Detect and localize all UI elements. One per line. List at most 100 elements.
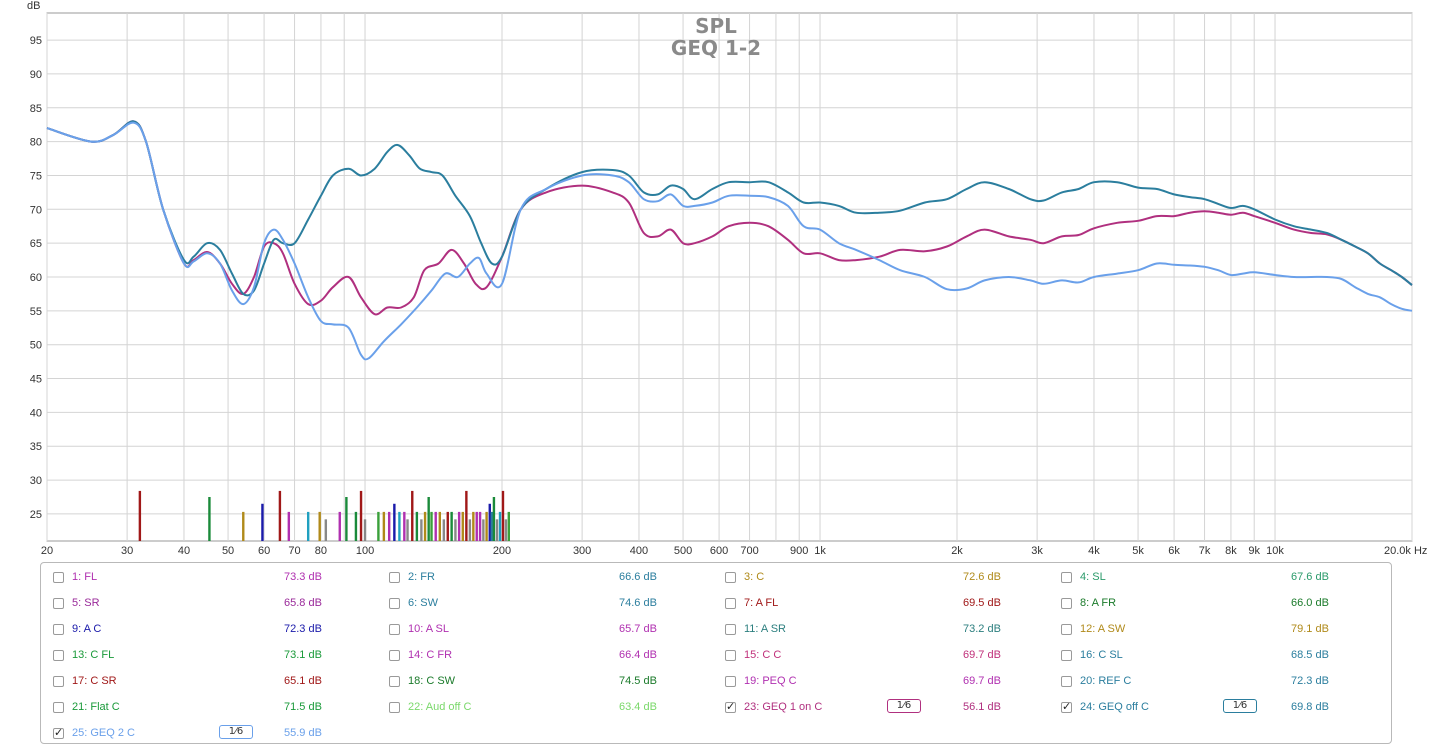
- legend-checkbox[interactable]: [725, 624, 736, 635]
- legend-checkbox[interactable]: [53, 650, 64, 661]
- legend-checkbox[interactable]: ✓: [725, 701, 736, 713]
- legend-checkbox[interactable]: ✓: [1061, 701, 1072, 713]
- channel-marker-bar: [498, 511, 502, 541]
- x-tick-label: 600: [710, 545, 728, 557]
- channel-marker-bar: [438, 511, 442, 541]
- channel-marker-bar: [403, 511, 406, 541]
- legend-checkbox[interactable]: [389, 676, 400, 687]
- legend-checkbox[interactable]: [1061, 676, 1072, 687]
- legend-item[interactable]: 3: C 72.6 dB: [725, 569, 1045, 589]
- legend-item[interactable]: ✓ 25: GEQ 2 C 1⁄6 55.9 dB: [53, 725, 373, 745]
- legend-item[interactable]: 20: REF C 72.3 dB: [1061, 673, 1381, 693]
- legend-checkbox[interactable]: [53, 676, 64, 687]
- legend-label: 2: FR: [408, 571, 435, 583]
- legend-checkbox[interactable]: [725, 572, 736, 583]
- channel-marker-bar: [461, 511, 464, 541]
- x-tick-label: 70: [288, 545, 300, 557]
- legend-label: 24: GEQ off C: [1080, 701, 1149, 713]
- legend-value: 69.7 dB: [963, 675, 1001, 687]
- channel-marker-bar: [406, 519, 409, 541]
- legend-item[interactable]: 4: SL 67.6 dB: [1061, 569, 1381, 589]
- x-tick-label: 100: [356, 545, 374, 557]
- y-tick-label: 50: [30, 340, 42, 352]
- legend-checkbox[interactable]: [389, 650, 400, 661]
- legend-item[interactable]: 18: C SW 74.5 dB: [389, 673, 709, 693]
- channel-marker-bar: [377, 511, 380, 541]
- legend-item[interactable]: 9: A C 72.3 dB: [53, 621, 373, 641]
- legend-value: 69.7 dB: [963, 649, 1001, 661]
- legend-checkbox[interactable]: [389, 598, 400, 609]
- legend-checkbox[interactable]: [53, 598, 64, 609]
- smoothing-button[interactable]: 1⁄6: [219, 725, 253, 739]
- channel-marker-bar: [475, 511, 478, 541]
- y-tick-label: 25: [30, 509, 42, 521]
- smoothing-button[interactable]: 1⁄6: [1223, 699, 1257, 713]
- legend-item[interactable]: 22: Aud off C 63.4 dB: [389, 699, 709, 719]
- legend-item[interactable]: 12: A SW 79.1 dB: [1061, 621, 1381, 641]
- legend-checkbox[interactable]: [389, 624, 400, 635]
- x-tick-label: 6k: [1168, 545, 1180, 557]
- x-tick-label: 300: [573, 545, 591, 557]
- legend-value: 68.5 dB: [1291, 649, 1329, 661]
- legend-item[interactable]: 21: Flat C 71.5 dB: [53, 699, 373, 719]
- legend-item[interactable]: 14: C FR 66.4 dB: [389, 647, 709, 667]
- legend-value: 63.4 dB: [619, 701, 657, 713]
- legend-checkbox[interactable]: [725, 650, 736, 661]
- legend-label: 20: REF C: [1080, 675, 1132, 687]
- channel-marker-bar: [465, 490, 468, 541]
- measurement-legend: 1: FL 73.3 dB 2: FR 66.6 dB 3: C 72.6 dB 4: SL…: [40, 562, 1392, 744]
- legend-checkbox[interactable]: [1061, 650, 1072, 661]
- channel-marker-bar: [478, 511, 482, 541]
- x-tick-label: 30: [121, 545, 133, 557]
- legend-label: 23: GEQ 1 on C: [744, 701, 823, 713]
- legend-item[interactable]: 1: FL 73.3 dB: [53, 569, 373, 589]
- legend-label: 1: FL: [72, 571, 98, 583]
- chart-grid: [46, 12, 1413, 542]
- legend-item[interactable]: 11: A SR 73.2 dB: [725, 621, 1045, 641]
- legend-item[interactable]: 15: C C 69.7 dB: [725, 647, 1045, 667]
- legend-checkbox[interactable]: [1061, 572, 1072, 583]
- x-tick-label: 4k: [1088, 545, 1100, 557]
- legend-checkbox[interactable]: [53, 624, 64, 635]
- legend-item[interactable]: 13: C FL 73.1 dB: [53, 647, 373, 667]
- x-tick-label: 9k: [1248, 545, 1260, 557]
- y-tick-label: 30: [30, 475, 42, 487]
- legend-checkbox[interactable]: [53, 572, 64, 583]
- legend-checkbox[interactable]: [389, 572, 400, 583]
- legend-checkbox[interactable]: [53, 702, 64, 713]
- legend-item[interactable]: 19: PEQ C 69.7 dB: [725, 673, 1045, 693]
- channel-marker-bar: [415, 511, 419, 541]
- x-tick-label: 400: [630, 545, 648, 557]
- channel-marker-bar: [495, 519, 499, 541]
- legend-checkbox[interactable]: [389, 702, 400, 713]
- y-tick-label: 35: [30, 441, 42, 453]
- legend-value: 72.3 dB: [1291, 675, 1329, 687]
- legend-checkbox[interactable]: [1061, 624, 1072, 635]
- channel-marker-bar: [287, 511, 291, 541]
- legend-checkbox[interactable]: [725, 598, 736, 609]
- legend-item[interactable]: 16: C SL 68.5 dB: [1061, 647, 1381, 667]
- legend-item[interactable]: 5: SR 65.8 dB: [53, 595, 373, 615]
- smoothing-button[interactable]: 1⁄6: [887, 699, 921, 713]
- legend-item[interactable]: ✓ 23: GEQ 1 on C 1⁄6 56.1 dB: [725, 699, 1045, 719]
- legend-value: 67.6 dB: [1291, 571, 1329, 583]
- legend-item[interactable]: 2: FR 66.6 dB: [389, 569, 709, 589]
- legend-item[interactable]: ✓ 24: GEQ off C 1⁄6 69.8 dB: [1061, 699, 1381, 719]
- chart-subtitle: GEQ 1-2: [671, 36, 761, 60]
- channel-marker-bar: [354, 511, 358, 541]
- legend-item[interactable]: 10: A SL 65.7 dB: [389, 621, 709, 641]
- legend-value: 72.6 dB: [963, 571, 1001, 583]
- legend-checkbox[interactable]: ✓: [53, 727, 64, 739]
- x-tick-label: 3k: [1031, 545, 1043, 557]
- legend-item[interactable]: 8: A FR 66.0 dB: [1061, 595, 1381, 615]
- legend-checkbox[interactable]: [1061, 598, 1072, 609]
- channel-marker-bar: [423, 511, 427, 541]
- channel-marker-bar: [387, 511, 391, 541]
- legend-checkbox[interactable]: [725, 676, 736, 687]
- spl-chart[interactable]: 95 90 85 80 75 70 65 60 55 50 45 40 35 30 25 20 30 40 50 60…: [0, 0, 1434, 560]
- legend-item[interactable]: 17: C SR 65.1 dB: [53, 673, 373, 693]
- x-tick-label: 60: [258, 545, 270, 557]
- legend-item[interactable]: 7: A FL 69.5 dB: [725, 595, 1045, 615]
- legend-item[interactable]: 6: SW 74.6 dB: [389, 595, 709, 615]
- legend-label: 25: GEQ 2 C: [72, 727, 135, 739]
